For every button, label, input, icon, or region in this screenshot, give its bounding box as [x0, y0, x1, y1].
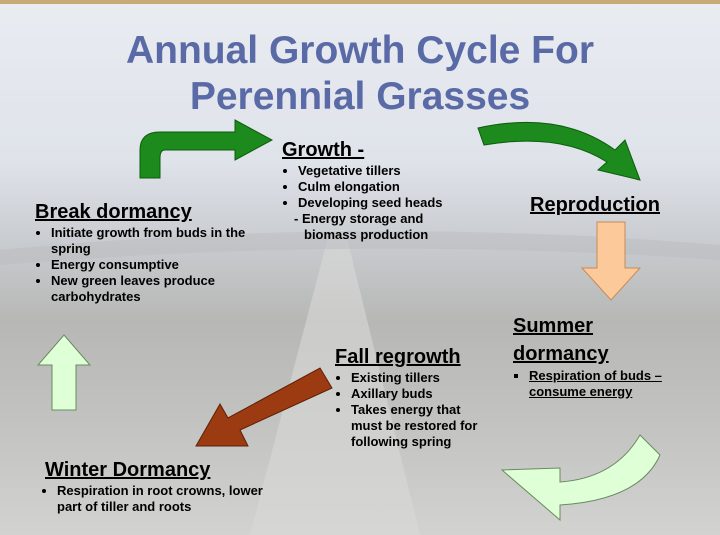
heading: Reproduction [530, 193, 660, 218]
arrow-fall [502, 435, 660, 520]
bullet: Developing seed heads [298, 195, 502, 211]
bullet-list: Vegetative tillers Culm elongation Devel… [282, 163, 502, 211]
arrow-reproduction [478, 122, 640, 180]
bullet: Axillary buds [351, 386, 481, 402]
heading: Winter Dormancy [45, 458, 305, 483]
stage-summer: Summer dormancy Respiration of buds – co… [513, 312, 663, 400]
heading: Growth - [282, 138, 502, 163]
heading: Break dormancy [35, 200, 265, 225]
stage-winter: Winter Dormancy Respiration in root crow… [45, 458, 305, 515]
stage-fall: Fall regrowth Existing tillers Axillary … [335, 345, 495, 450]
bullet: Culm elongation [298, 179, 502, 195]
arrow-summer [582, 222, 640, 300]
arrow-growth [140, 120, 272, 178]
bullet-list: Existing tillers Axillary buds Takes ene… [335, 370, 481, 450]
bullet-list: Respiration of buds – consume energy [513, 368, 669, 400]
bullet: Initiate growth from buds in the spring [51, 225, 266, 257]
arrow-break [38, 335, 90, 410]
heading: Fall regrowth [335, 345, 495, 370]
bullet: New green leaves produce carbohydrates [51, 273, 266, 305]
stage-reproduction: Reproduction [530, 193, 660, 218]
sub-bullet: Energy storage and biomass production [304, 211, 474, 243]
bullet: Existing tillers [351, 370, 481, 386]
sub-bullet-list: Energy storage and biomass production [282, 211, 474, 243]
bullet: Respiration of buds – consume energy [529, 368, 669, 400]
bullet: Vegetative tillers [298, 163, 502, 179]
stage-growth: Growth - Vegetative tillers Culm elongat… [282, 138, 502, 243]
bullet: Takes energy that must be restored for f… [351, 402, 481, 450]
bullet-list: Respiration in root crowns, lower part o… [45, 483, 282, 515]
bullet-list: Initiate growth from buds in the spring … [35, 225, 266, 305]
bullet: Respiration in root crowns, lower part o… [57, 483, 282, 515]
stage-break: Break dormancy Initiate growth from buds… [35, 200, 265, 305]
arrow-winter [196, 368, 332, 446]
slide: Annual Growth Cycle For Perennial Grasse… [0, 0, 720, 535]
title: Annual Growth Cycle For Perennial Grasse… [110, 28, 610, 120]
heading: Summer dormancy [513, 312, 643, 368]
bullet: Energy consumptive [51, 257, 266, 273]
